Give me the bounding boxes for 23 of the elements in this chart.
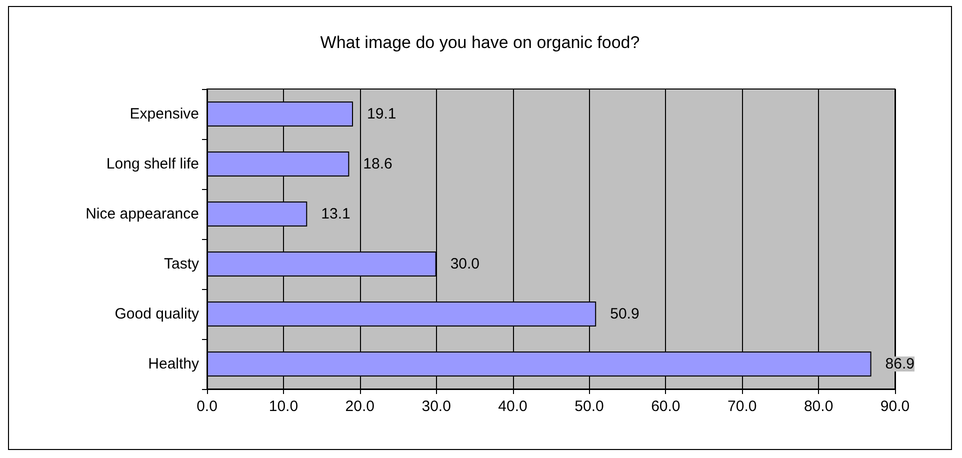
data-label: 30.0 <box>450 256 480 272</box>
data-label: 13.1 <box>321 206 350 222</box>
x-tick-label: 50.0 <box>574 398 604 415</box>
chart-title: What image do you have on organic food? <box>320 33 640 52</box>
y-tick-label: Good quality <box>114 306 200 322</box>
y-tick-label: Nice appearance <box>86 206 199 222</box>
x-tick-label: 30.0 <box>422 398 451 415</box>
x-tick-label: 60.0 <box>651 398 680 415</box>
y-tick-label: Long shelf life <box>106 156 199 172</box>
x-tick-label: 40.0 <box>498 398 528 415</box>
y-tick-label: Tasty <box>164 256 200 272</box>
x-tick-label: 90.0 <box>880 398 910 415</box>
x-tick-label: 20.0 <box>345 398 374 415</box>
data-label: 86.9 <box>885 356 915 372</box>
data-label: 19.1 <box>367 106 396 122</box>
y-tick-label: Expensive <box>130 106 199 122</box>
x-tick-label: 70.0 <box>728 398 757 415</box>
x-tick-label: 80.0 <box>804 398 834 415</box>
y-tick-label: Healthy <box>148 356 200 372</box>
data-label: 18.6 <box>363 156 392 172</box>
data-label: 50.9 <box>610 306 640 322</box>
x-tick-label: 10.0 <box>268 398 298 415</box>
x-tick-label: 0.0 <box>196 398 218 415</box>
